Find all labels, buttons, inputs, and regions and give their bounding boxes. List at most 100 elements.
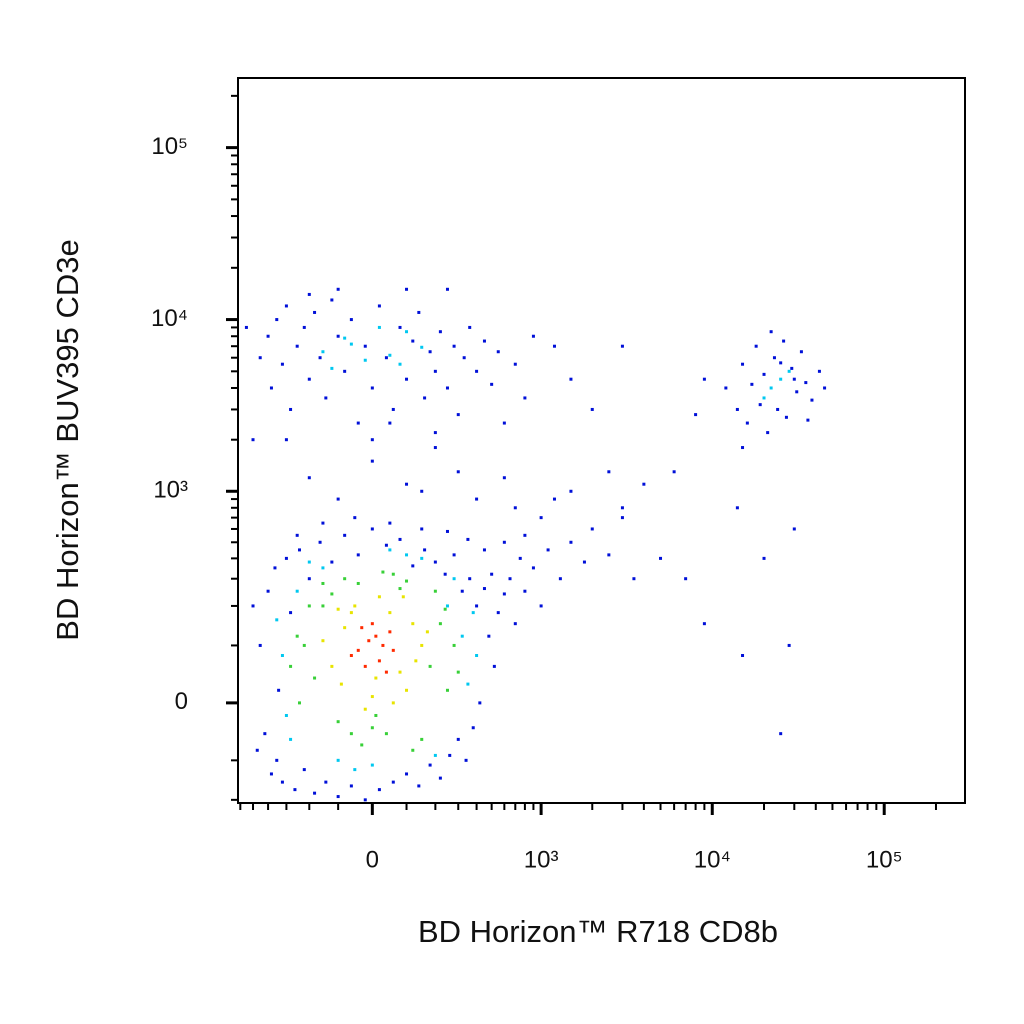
point [433, 369, 437, 373]
point [468, 325, 472, 329]
point [321, 639, 325, 643]
point [582, 560, 586, 564]
point [302, 325, 306, 329]
point [405, 688, 409, 692]
point [370, 622, 374, 626]
point [420, 527, 424, 531]
point [324, 396, 328, 400]
point [552, 497, 556, 501]
point [443, 607, 447, 611]
point [289, 664, 293, 668]
point [384, 670, 388, 674]
point [471, 726, 475, 730]
point [284, 713, 288, 717]
point [289, 611, 293, 615]
point [405, 772, 409, 776]
point [558, 577, 562, 581]
point [741, 446, 745, 450]
point [321, 581, 325, 585]
point [339, 682, 343, 686]
point [313, 791, 317, 795]
point [349, 342, 353, 346]
point [295, 533, 299, 537]
point [307, 560, 311, 564]
point [353, 516, 357, 520]
point [330, 298, 334, 302]
point [297, 548, 301, 552]
point [762, 396, 766, 400]
point [391, 701, 395, 705]
point [478, 701, 482, 705]
point [313, 676, 317, 680]
point [356, 421, 360, 425]
point [735, 506, 739, 510]
x-axis-title: BD Horizon™ R718 CD8b [418, 914, 778, 949]
point [321, 604, 325, 608]
point [343, 577, 347, 581]
point [758, 403, 762, 407]
point [388, 630, 392, 634]
point [349, 611, 353, 615]
point [384, 543, 388, 547]
point [776, 407, 780, 411]
point [313, 310, 317, 314]
point [523, 589, 527, 593]
point [438, 330, 442, 334]
point [411, 748, 415, 752]
point [388, 421, 392, 425]
point [496, 350, 500, 354]
point [502, 592, 506, 596]
point [539, 604, 543, 608]
point [336, 497, 340, 501]
point [448, 753, 452, 757]
point [370, 763, 374, 767]
point [724, 386, 728, 390]
point [255, 748, 259, 752]
point [280, 362, 284, 366]
point [381, 570, 385, 574]
point [523, 396, 527, 400]
point [370, 438, 374, 442]
point [513, 506, 517, 510]
point [433, 431, 437, 435]
point [769, 330, 773, 334]
point [766, 431, 770, 435]
point [269, 772, 273, 776]
point [388, 353, 392, 357]
point [377, 788, 381, 792]
point [349, 732, 353, 736]
point [273, 566, 277, 570]
point [420, 489, 424, 493]
point [370, 459, 374, 463]
point [694, 413, 698, 417]
point [750, 382, 754, 386]
point [799, 350, 803, 354]
point [684, 577, 688, 581]
point [620, 506, 624, 510]
point [251, 604, 255, 608]
point [745, 421, 749, 425]
point [377, 304, 381, 308]
point [275, 318, 279, 322]
point [266, 334, 270, 338]
point [388, 611, 392, 615]
point [782, 339, 786, 343]
point [466, 682, 470, 686]
point [370, 527, 374, 531]
point [456, 413, 460, 417]
point [343, 626, 347, 630]
point [456, 670, 460, 674]
point [398, 587, 402, 591]
point [363, 798, 367, 802]
point [258, 643, 262, 647]
point [398, 670, 402, 674]
y-tick-label: 10⁵ [151, 133, 188, 160]
point [804, 381, 808, 385]
point [475, 654, 479, 658]
point [546, 548, 550, 552]
point [330, 560, 334, 564]
point [590, 527, 594, 531]
point [363, 707, 367, 711]
point [367, 639, 371, 643]
